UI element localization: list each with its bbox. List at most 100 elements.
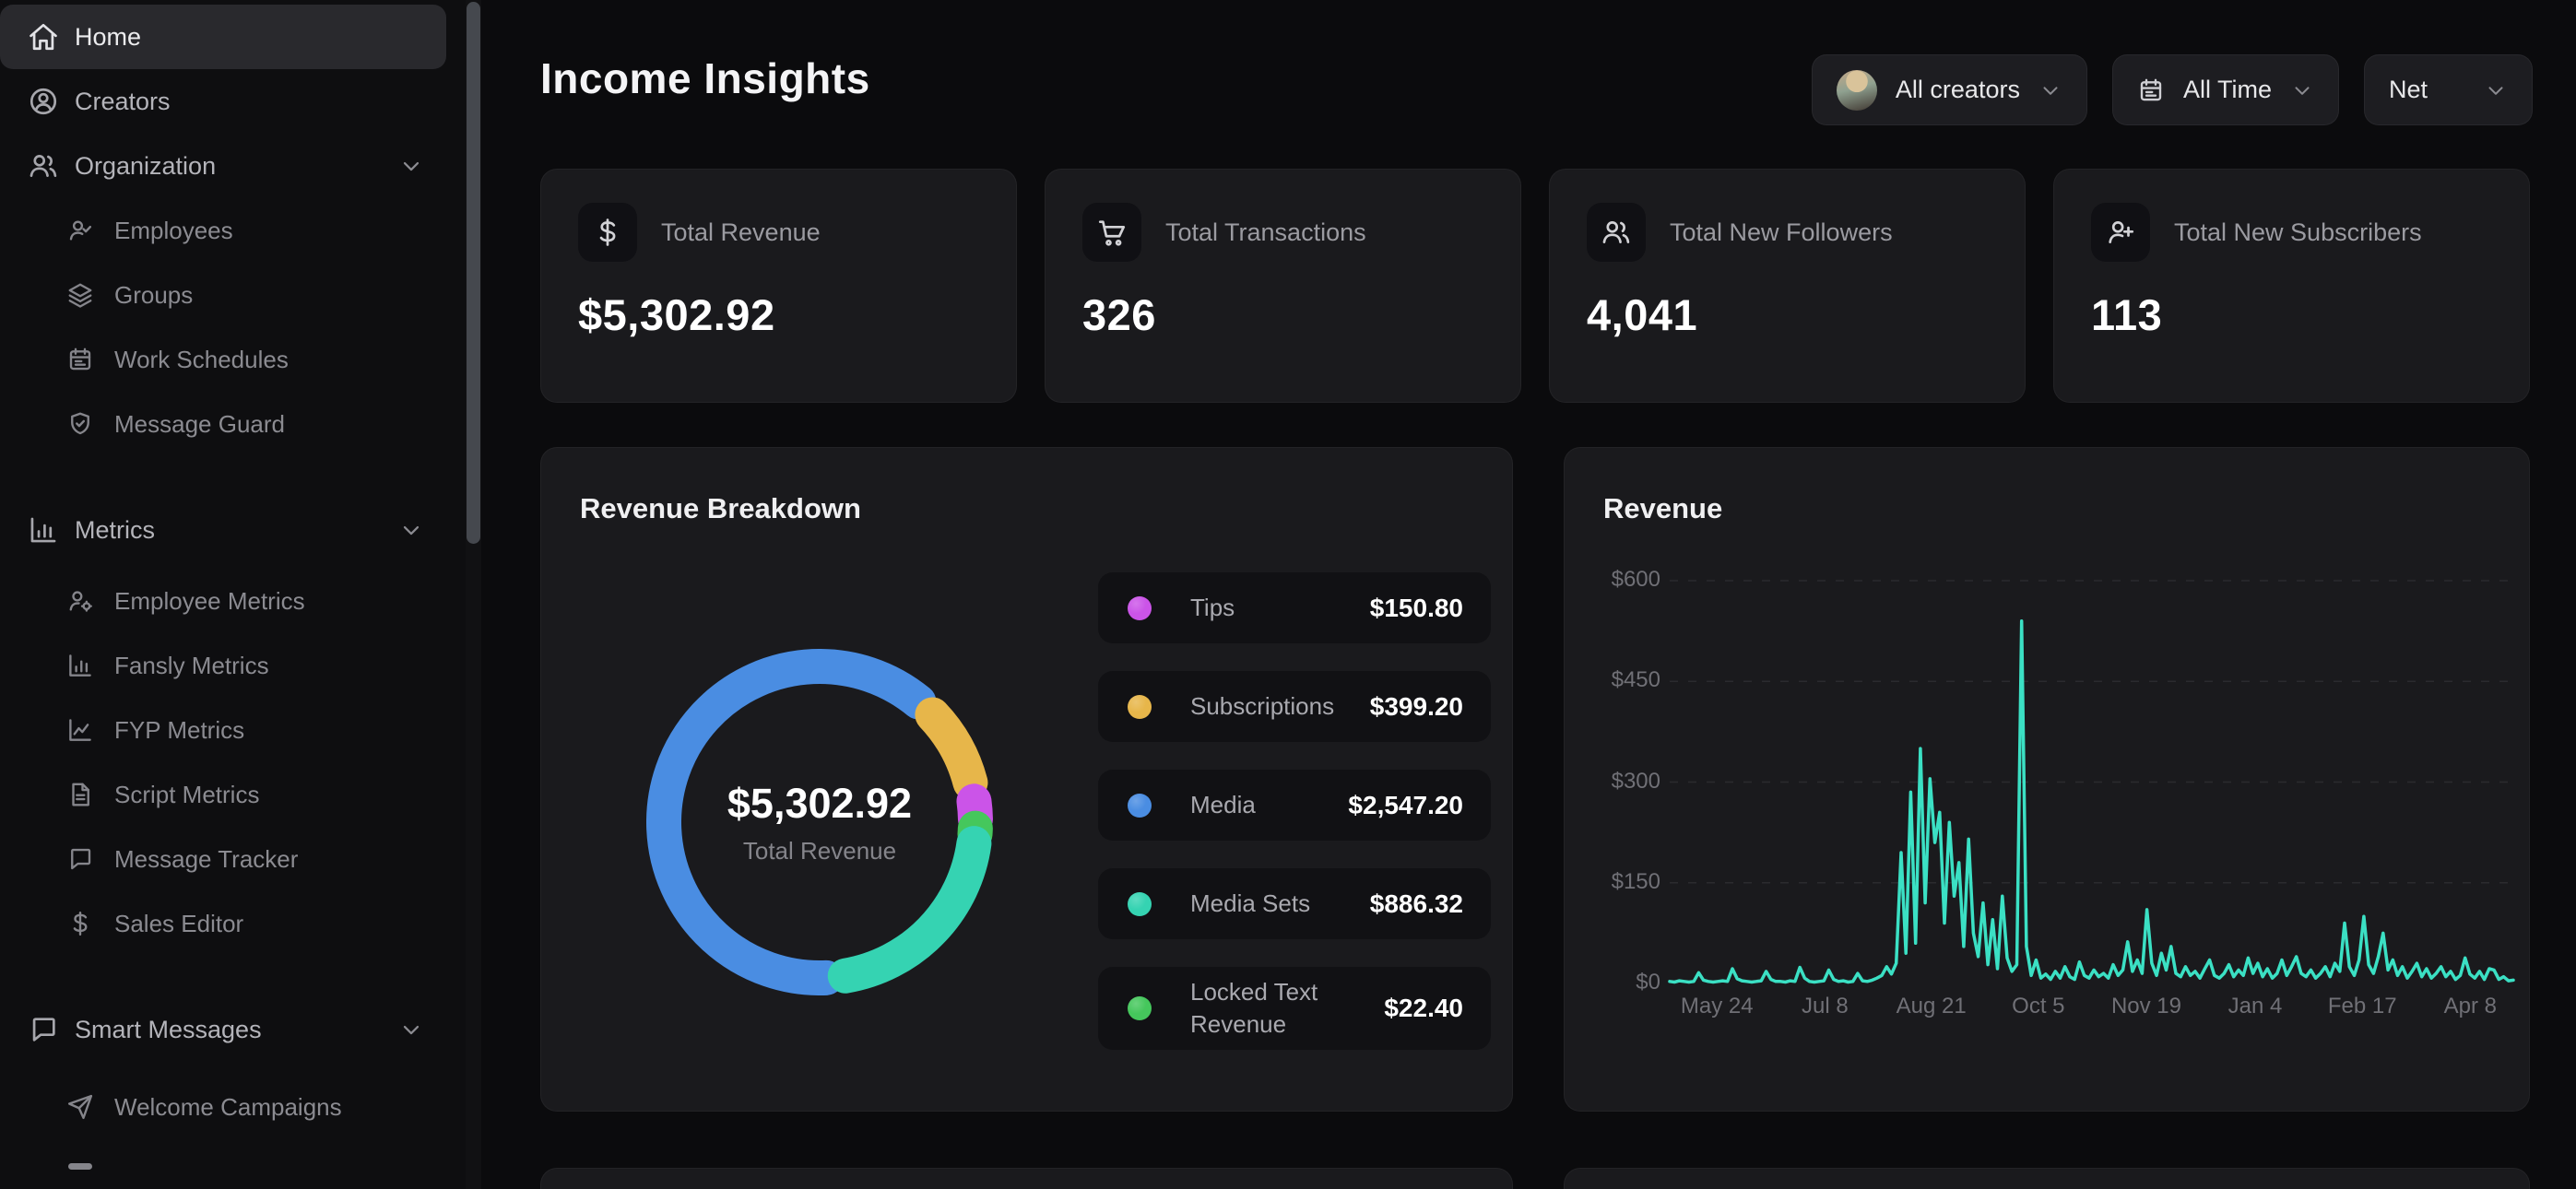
y-axis-tick-label: $150 bbox=[1611, 868, 1660, 894]
sidebar-item-work-schedules[interactable]: Work Schedules bbox=[0, 327, 446, 392]
stat-value: 4,041 bbox=[1587, 290, 1698, 339]
stat-label: Total New Followers bbox=[1670, 218, 1893, 246]
chevron-down-icon bbox=[398, 153, 424, 179]
revenue-chart-card: Revenue $600 $450 $300 $150 $0 May 24 Jul 8 Aug… bbox=[1564, 447, 2530, 1112]
legend-row-media: Media $2,547.20 bbox=[1098, 770, 1491, 841]
revenue-breakdown-card: Revenue Breakdown $5,302.92 Total Revenu… bbox=[540, 447, 1513, 1112]
revenue-line-chart bbox=[1668, 580, 2515, 984]
sidebar-item-employee-metrics[interactable]: Employee Metrics bbox=[0, 569, 446, 633]
stat-card-header: Total New Subscribers bbox=[2091, 203, 2492, 262]
legend-value: $886.32 bbox=[1369, 889, 1463, 918]
legend-dot-locked-text-revenue bbox=[1128, 996, 1152, 1021]
user-circle-icon bbox=[28, 86, 59, 117]
sidebar-item-organization[interactable]: Organization bbox=[0, 134, 446, 198]
sidebar-item-label: Fansly Metrics bbox=[114, 651, 269, 679]
chevron-down-icon bbox=[2290, 78, 2314, 102]
sidebar-item-metrics[interactable]: Metrics bbox=[0, 498, 446, 562]
revenue-line-series bbox=[1668, 618, 2515, 984]
page-title: Income Insights bbox=[540, 54, 870, 102]
header-filters: All creators All Time Net bbox=[1811, 54, 2533, 125]
sidebar-scrollbar-track[interactable] bbox=[466, 0, 481, 1189]
stat-value: 326 bbox=[1082, 290, 1156, 339]
donut-center: $5,302.92 Total Revenue bbox=[646, 649, 993, 995]
revenue-breakdown-title: Revenue Breakdown bbox=[580, 492, 861, 524]
sidebar-item-label: Script Metrics bbox=[114, 780, 260, 808]
stat-card-total-new-subscribers: Total New Subscribers 113 bbox=[2053, 169, 2530, 403]
stat-label: Total New Subscribers bbox=[2174, 218, 2422, 246]
legend-value: $2,547.20 bbox=[1348, 790, 1463, 819]
donut-svg bbox=[646, 649, 993, 995]
stat-value: $5,302.92 bbox=[578, 290, 775, 339]
y-axis-tick-label: $300 bbox=[1611, 768, 1660, 794]
legend-label: Tips bbox=[1190, 593, 1235, 621]
stat-label: Total Transactions bbox=[1165, 218, 1366, 246]
user-plus-icon bbox=[2091, 203, 2150, 262]
donut-segment-subscriptions bbox=[646, 649, 993, 995]
sidebar-item-smart-messages[interactable]: Smart Messages bbox=[0, 997, 446, 1062]
legend-dot-media-sets bbox=[1128, 891, 1152, 916]
sidebar-item-label: Sales Editor bbox=[114, 909, 244, 937]
partial-card-below-right bbox=[1564, 1168, 2530, 1189]
donut-total-label: Total Revenue bbox=[742, 836, 897, 865]
creators-filter-dropdown[interactable]: All creators bbox=[1811, 54, 2087, 125]
layers-icon bbox=[66, 281, 94, 309]
sidebar-item-home[interactable]: Home bbox=[0, 5, 446, 69]
legend-dot-media bbox=[1128, 793, 1152, 818]
sidebar-item-label: Home bbox=[75, 22, 142, 51]
x-axis-tick-label: Jul 8 bbox=[1802, 994, 1849, 1018]
sidebar-item-label: Employee Metrics bbox=[114, 586, 305, 615]
donut-segment-media bbox=[646, 649, 993, 995]
chevron-down-icon bbox=[2484, 78, 2508, 102]
chevron-down-icon bbox=[398, 1017, 424, 1042]
sidebar-item-label: Groups bbox=[114, 280, 194, 309]
calendar-icon bbox=[2137, 77, 2165, 104]
main-content: Income Insights All creators All Time Ne… bbox=[481, 0, 2576, 1189]
sidebar-scrollbar-thumb[interactable] bbox=[467, 2, 480, 544]
sidebar-item-script-metrics[interactable]: Script Metrics bbox=[0, 762, 446, 827]
donut-segment-media-sets bbox=[646, 649, 993, 995]
legend-label: Locked Text Revenue bbox=[1190, 978, 1318, 1039]
chevron-down-icon bbox=[398, 517, 424, 543]
legend-row-tips: Tips $150.80 bbox=[1098, 572, 1491, 643]
legend-value: $22.40 bbox=[1384, 994, 1463, 1023]
y-axis-tick-label: $0 bbox=[1636, 970, 1660, 995]
legend-row-subscriptions: Subscriptions $399.20 bbox=[1098, 671, 1491, 742]
user-check-icon bbox=[66, 217, 94, 244]
time-filter-dropdown[interactable]: All Time bbox=[2111, 54, 2339, 125]
legend-value: $399.20 bbox=[1369, 691, 1463, 721]
message-icon bbox=[28, 1014, 59, 1045]
dollar-icon bbox=[578, 203, 637, 262]
stat-label: Total Revenue bbox=[661, 218, 821, 246]
sidebar-item-creators[interactable]: Creators bbox=[0, 69, 446, 134]
net-gross-filter-dropdown[interactable]: Net bbox=[2364, 54, 2533, 125]
donut-segment-tips bbox=[646, 649, 993, 995]
stat-value: 113 bbox=[2091, 290, 2163, 339]
sidebar-item-message-guard[interactable]: Message Guard bbox=[0, 392, 446, 456]
sidebar-item-label: Organization bbox=[75, 151, 217, 180]
sidebar-item-sales-editor[interactable]: Sales Editor bbox=[0, 891, 446, 956]
sidebar-item-welcome-campaigns[interactable]: Welcome Campaigns bbox=[0, 1075, 446, 1139]
creator-avatar bbox=[1836, 69, 1877, 111]
stat-cards-row: Total Revenue $5,302.92 Total Transactions… bbox=[540, 169, 2530, 403]
sidebar-item-fansly-metrics[interactable]: Fansly Metrics bbox=[0, 633, 446, 698]
user-gear-icon bbox=[66, 587, 94, 615]
shield-check-icon bbox=[66, 410, 94, 438]
sidebar-item-label: Message Guard bbox=[114, 409, 285, 438]
sidebar-item-fyp-metrics[interactable]: FYP Metrics bbox=[0, 698, 446, 762]
cart-icon bbox=[1082, 203, 1141, 262]
legend-dot-subscriptions bbox=[1128, 694, 1152, 719]
sidebar-item-label: Welcome Campaigns bbox=[114, 1092, 342, 1121]
sidebar-item-message-tracker[interactable]: Message Tracker bbox=[0, 827, 446, 891]
calendar-icon bbox=[66, 346, 94, 373]
legend-label: Subscriptions bbox=[1190, 691, 1335, 720]
sidebar-item-employees[interactable]: Employees bbox=[0, 198, 446, 263]
donut-legend: Tips $150.80 Subscriptions $399.20 Media $2,5… bbox=[1098, 572, 1491, 1051]
stat-card-total-revenue: Total Revenue $5,302.92 bbox=[540, 169, 1017, 403]
revenue-chart-title: Revenue bbox=[1603, 492, 1723, 524]
x-axis-tick-label: Nov 19 bbox=[2110, 994, 2181, 1018]
sidebar-item-groups[interactable]: Groups bbox=[0, 263, 446, 327]
x-axis-tick-label: Aug 21 bbox=[1896, 994, 1967, 1018]
x-axis-tick-label: Jan 4 bbox=[2227, 994, 2283, 1018]
sidebar-item-label: Smart Messages bbox=[75, 1015, 262, 1043]
x-axis-tick-label: Feb 17 bbox=[2327, 994, 2397, 1018]
